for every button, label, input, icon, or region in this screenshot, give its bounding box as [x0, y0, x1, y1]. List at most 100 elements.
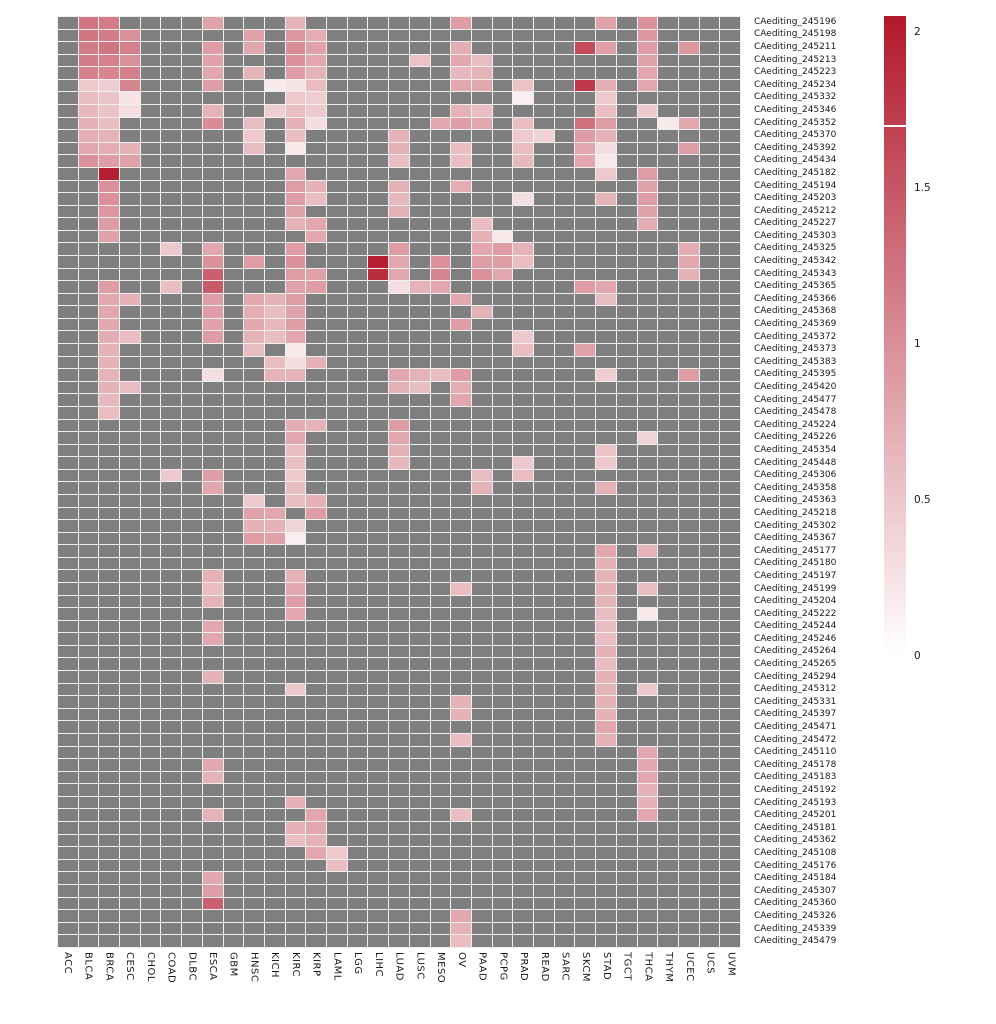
heatmap-cell [161, 683, 182, 696]
heatmap-cell [534, 733, 554, 746]
heatmap-cell [223, 105, 244, 117]
heatmap-cell [182, 193, 202, 205]
heatmap-cell [678, 633, 699, 645]
heatmap-cell [140, 721, 161, 733]
heatmap-cell [347, 645, 368, 658]
row-label: CAediting_245434 [754, 155, 837, 166]
heatmap-cell [264, 205, 285, 218]
heatmap-cell [492, 243, 513, 255]
heatmap-cell [161, 922, 182, 935]
heatmap-cell [244, 54, 264, 67]
heatmap-cell [120, 444, 140, 457]
heatmap-cell [554, 167, 575, 180]
heatmap-cell [430, 583, 451, 595]
heatmap-cell [554, 29, 575, 42]
heatmap-cell [78, 834, 99, 847]
column-label-text: OV [455, 952, 467, 968]
heatmap-cell [720, 608, 740, 620]
heatmap-cell [575, 331, 596, 344]
heatmap-cell [347, 344, 368, 356]
heatmap-cell [58, 885, 78, 897]
heatmap-cell [637, 318, 658, 331]
heatmap-cell [409, 67, 430, 79]
heatmap-cell [78, 469, 99, 482]
heatmap-cell [554, 344, 575, 356]
heatmap-cell [678, 796, 699, 809]
heatmap-cell [120, 193, 140, 205]
heatmap-cell [78, 406, 99, 419]
heatmap-cell [161, 193, 182, 205]
heatmap-cell [699, 733, 720, 746]
heatmap-cell [389, 281, 409, 293]
heatmap-cell [409, 29, 430, 42]
heatmap-cell [58, 784, 78, 796]
heatmap-cell [513, 230, 534, 243]
heatmap-cell [223, 268, 244, 281]
heatmap-cell [368, 633, 389, 645]
heatmap-cell [575, 318, 596, 331]
heatmap-cell [637, 42, 658, 54]
column-label: ESCA [202, 952, 223, 1016]
heatmap-cell [368, 645, 389, 658]
heatmap-cell [347, 671, 368, 683]
heatmap-cell [327, 92, 347, 105]
heatmap-cell [140, 105, 161, 117]
heatmap-cell [327, 457, 347, 469]
heatmap-cell [120, 281, 140, 293]
heatmap-cell [451, 545, 471, 557]
heatmap-cell [430, 281, 451, 293]
heatmap-cell [616, 432, 637, 444]
heatmap-cell [306, 557, 327, 570]
heatmap-cell [202, 167, 223, 180]
heatmap-cell [202, 557, 223, 570]
heatmap-cell [616, 394, 637, 406]
heatmap-cell [202, 570, 223, 583]
row-label: CAediting_245420 [754, 382, 837, 393]
heatmap-cell [554, 885, 575, 897]
heatmap-cell [285, 570, 306, 583]
heatmap-cell [720, 406, 740, 419]
heatmap-cell [492, 759, 513, 771]
heatmap-cell [554, 759, 575, 771]
heatmap-cell [492, 218, 513, 230]
row-label: CAediting_245352 [754, 117, 837, 128]
heatmap-cell [347, 796, 368, 809]
heatmap-cell [223, 608, 244, 620]
heatmap-cell [285, 620, 306, 633]
heatmap-cell [202, 733, 223, 746]
heatmap-cell [120, 859, 140, 872]
row-label: CAediting_245176 [754, 860, 837, 871]
heatmap-cell [451, 784, 471, 796]
heatmap-cell [99, 318, 120, 331]
heatmap-cell [120, 557, 140, 570]
heatmap-cell [658, 42, 678, 54]
heatmap-cell [389, 42, 409, 54]
heatmap-cell [471, 92, 492, 105]
heatmap-cell [120, 759, 140, 771]
heatmap-cell [492, 432, 513, 444]
heatmap-cell [161, 268, 182, 281]
heatmap-cell [513, 633, 534, 645]
heatmap-cell [451, 557, 471, 570]
heatmap-cell [596, 243, 616, 255]
heatmap-cell [368, 117, 389, 130]
heatmap-cell [451, 457, 471, 469]
heatmap-cell [347, 885, 368, 897]
heatmap-cell [492, 859, 513, 872]
heatmap-cell [140, 520, 161, 532]
heatmap-cell [161, 457, 182, 469]
heatmap-cell [264, 922, 285, 935]
heatmap-cell [78, 230, 99, 243]
heatmap-cell [678, 406, 699, 419]
heatmap-cell [554, 17, 575, 29]
heatmap-cell [99, 733, 120, 746]
row-label: CAediting_245265 [754, 659, 837, 670]
heatmap-cell [244, 17, 264, 29]
row-label: CAediting_245201 [754, 810, 837, 821]
heatmap-cell [471, 822, 492, 834]
heatmap-cell [554, 620, 575, 633]
heatmap-cell [327, 859, 347, 872]
heatmap-cell [658, 557, 678, 570]
heatmap-cell [678, 683, 699, 696]
heatmap-cell [409, 733, 430, 746]
